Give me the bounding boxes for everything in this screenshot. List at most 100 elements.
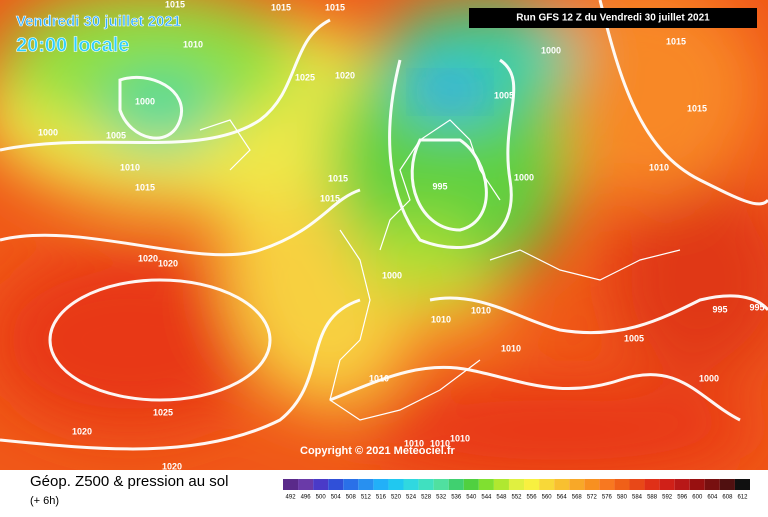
- scale-label: 492: [286, 495, 297, 501]
- scale-label: 540: [466, 495, 477, 501]
- scale-swatch: [358, 479, 374, 490]
- scale-label: 600: [692, 495, 703, 501]
- legend-subtitle: (+ 6h): [30, 495, 59, 507]
- scale-swatch: [283, 479, 299, 490]
- scale-swatch: [463, 479, 479, 490]
- scale-label: 576: [602, 495, 613, 501]
- scale-label: 536: [451, 495, 462, 501]
- scale-label: 548: [496, 495, 507, 501]
- isobar-label: 1015: [687, 103, 707, 113]
- isobar-label: 1005: [494, 90, 514, 100]
- isobar-label: 1000: [541, 45, 561, 55]
- isobar-label: 1010: [501, 343, 521, 353]
- isobar-label: 1020: [335, 70, 355, 80]
- scale-swatch: [689, 479, 705, 490]
- scale-label: 528: [421, 495, 432, 501]
- scale-label: 512: [361, 495, 372, 501]
- scale-swatch: [508, 479, 525, 490]
- isobar-label: 1000: [699, 373, 719, 383]
- scale-swatch: [644, 479, 660, 490]
- scale-label: 544: [481, 495, 492, 501]
- legend-title: Géop. Z500 & pression au sol: [30, 473, 228, 490]
- scale-swatch: [629, 479, 645, 490]
- scale-label: 592: [662, 495, 673, 501]
- scale-label: 504: [331, 495, 342, 501]
- isobar-label: 1015: [320, 193, 340, 203]
- isobar-label: 1010: [183, 39, 203, 49]
- scale-label: 604: [707, 495, 718, 501]
- scale-swatch: [313, 479, 329, 490]
- scale-swatch: [734, 479, 750, 490]
- scale-label: 580: [617, 495, 628, 501]
- isobar-label: 1025: [153, 407, 173, 417]
- isobar-label: 1015: [135, 182, 155, 192]
- isobar-label: 1015: [328, 173, 348, 183]
- run-info: Run GFS 12 Z du Vendredi 30 juillet 2021: [516, 13, 710, 24]
- scale-swatch: [478, 479, 494, 490]
- scale-swatch: [704, 479, 720, 490]
- scale-swatch: [524, 479, 540, 490]
- scale-swatch: [569, 479, 585, 490]
- isobar-label: 1010: [649, 162, 669, 172]
- isobar-label: 1025: [295, 72, 315, 82]
- isobar-label: 1020: [138, 253, 158, 263]
- scale-label: 508: [346, 495, 357, 501]
- scale-label: 560: [542, 495, 553, 501]
- isobar-label: 1010: [369, 373, 389, 383]
- scale-label: 584: [632, 495, 643, 501]
- isobar-label: 1020: [162, 461, 182, 471]
- scale-swatch: [328, 479, 344, 490]
- isobar-label: 995: [749, 302, 764, 312]
- isobar-label: 1020: [72, 426, 92, 436]
- isobar-label: 1010: [431, 314, 451, 324]
- scale-swatch: [719, 479, 735, 490]
- scale-swatch: [493, 479, 509, 490]
- scale-swatch: [433, 479, 449, 490]
- scale-label: 572: [587, 495, 598, 501]
- field: [0, 0, 768, 470]
- scale-label: 532: [436, 495, 447, 501]
- isobar-label: 1005: [106, 130, 126, 140]
- isobar-label: 1015: [666, 36, 686, 46]
- isobar-label: 1010: [430, 438, 450, 448]
- isobar-label: 1015: [165, 0, 185, 9]
- isobar-label: 1005: [624, 333, 644, 343]
- isobar-label: 1015: [271, 2, 291, 12]
- scale-label: 516: [376, 495, 387, 501]
- scale-label: 612: [737, 495, 748, 501]
- scale-swatch: [343, 479, 359, 490]
- isobar-label: 1010: [450, 433, 470, 443]
- isobar-label: 1010: [120, 162, 140, 172]
- scale-swatch: [418, 479, 434, 490]
- isobar-label: 1020: [158, 258, 178, 268]
- copyright: Copyright © 2021 Meteociel.fr: [300, 445, 456, 457]
- isobar-label: 1015: [325, 2, 345, 12]
- isobar-label: 995: [432, 181, 447, 191]
- scale-swatch: [388, 479, 404, 490]
- time: 20:00 locale: [16, 34, 129, 56]
- scale-label: 552: [511, 495, 522, 501]
- scale-label: 596: [677, 495, 688, 501]
- isobar-label: 1000: [135, 96, 155, 106]
- isobar-label: 1010: [471, 305, 491, 315]
- scale-swatch: [659, 479, 675, 490]
- scale-label: 608: [722, 495, 733, 501]
- run-box: [469, 8, 757, 28]
- scale-label: 564: [557, 495, 568, 501]
- scale-label: 568: [572, 495, 583, 501]
- scale-swatch: [298, 479, 314, 490]
- scale-label: 524: [406, 495, 417, 501]
- scale-swatch: [373, 479, 389, 490]
- scale-swatch: [599, 479, 615, 490]
- isobar-label: 1000: [514, 172, 534, 182]
- scale-swatch: [584, 479, 600, 490]
- date: Vendredi 30 juillet 2021: [16, 13, 181, 30]
- isobar-label: 995: [712, 304, 727, 314]
- isobar-label: 1010: [404, 438, 424, 448]
- scale-swatch: [448, 479, 464, 490]
- scale-swatch: [674, 479, 690, 490]
- scale-label: 588: [647, 495, 658, 501]
- scale-label: 520: [391, 495, 402, 501]
- scale-swatch: [403, 479, 419, 490]
